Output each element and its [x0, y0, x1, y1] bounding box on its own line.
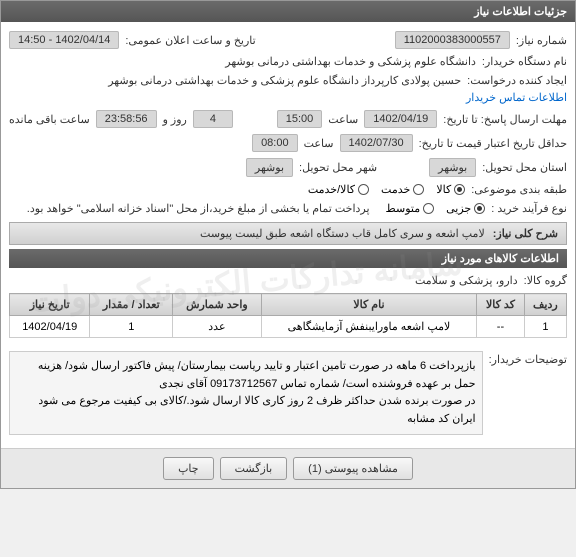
- announce-label: تاریخ و ساعت اعلان عمومی:: [125, 34, 255, 47]
- row-need-number: شماره نیاز: 1102000383000557 تاریخ و ساع…: [9, 28, 567, 52]
- panel-content: شماره نیاز: 1102000383000557 تاریخ و ساع…: [1, 22, 575, 448]
- th-date: تاریخ نیاز: [10, 294, 90, 316]
- row-process: نوع فرآیند خرید : جزیی متوسط پرداخت تمام…: [9, 199, 567, 218]
- remaining-time: 23:58:56: [96, 110, 157, 128]
- row-category: طبقه بندی موضوعی: کالا خدمت کالا/خدمت: [9, 180, 567, 199]
- td-date: 1402/04/19: [10, 316, 90, 338]
- validity-date: 1402/07/30: [340, 134, 413, 152]
- button-row: مشاهده پیوستی (1) بازگشت چاپ: [1, 448, 575, 488]
- td-name: لامپ اشعه ماورایبنفش آزمایشگاهی: [261, 316, 476, 338]
- announce-value: 1402/04/14 - 14:50: [9, 31, 119, 49]
- city-label: شهر محل تحویل:: [299, 161, 377, 174]
- radio-medium[interactable]: متوسط: [386, 202, 435, 215]
- td-unit: عدد: [173, 316, 262, 338]
- row-location: استان محل تحویل: بوشهر شهر محل تحویل: بو…: [9, 155, 567, 180]
- category-radio-group: کالا خدمت کالا/خدمت: [308, 183, 465, 196]
- buyer-notes-label: توضیحات خریدار:: [489, 347, 567, 366]
- category-label: طبقه بندی موضوعی:: [471, 183, 567, 196]
- creator-value: حسین پولادی کارپرداز دانشگاه علوم پزشکی …: [108, 74, 461, 87]
- print-button[interactable]: چاپ: [163, 457, 214, 480]
- time-label-2: ساعت: [304, 137, 334, 150]
- td-code: --: [477, 316, 525, 338]
- remaining-label: ساعت باقی مانده: [9, 113, 90, 126]
- radio-minor-label: جزیی: [446, 202, 471, 215]
- creator-label: ایجاد کننده درخواست:: [467, 74, 567, 87]
- validity-label: حداقل تاریخ اعتبار قیمت تا تاریخ:: [419, 137, 567, 150]
- radio-goods[interactable]: کالا: [436, 183, 465, 196]
- items-section-title: اطلاعات کالاهای مورد نیاز: [9, 249, 567, 268]
- need-number-label: شماره نیاز:: [516, 34, 567, 47]
- radio-goods-service[interactable]: کالا/خدمت: [308, 183, 369, 196]
- table-header-row: ردیف کد کالا نام کالا واحد شمارش تعداد /…: [10, 294, 567, 316]
- need-number-value: 1102000383000557: [395, 31, 510, 49]
- buyer-label: نام دستگاه خریدار:: [482, 55, 567, 68]
- table-row: 1 -- لامپ اشعه ماورایبنفش آزمایشگاهی عدد…: [10, 316, 567, 338]
- radio-icon: [358, 184, 369, 195]
- row-buyer-notes: توضیحات خریدار: بازپرداخت 6 ماهه در صورت…: [9, 344, 567, 442]
- th-code: کد کالا: [477, 294, 525, 316]
- group-value: دارو، پزشکی و سلامت: [415, 274, 518, 287]
- radio-medium-label: متوسط: [386, 202, 421, 215]
- deadline-label: مهلت ارسال پاسخ: تا تاریخ:: [443, 113, 567, 126]
- buyer-value: دانشگاه علوم پزشکی و خدمات بهداشتی درمان…: [225, 55, 476, 68]
- process-label: نوع فرآیند خرید :: [491, 202, 567, 215]
- row-group: گروه کالا: دارو، پزشکی و سلامت سامانه تد…: [9, 268, 567, 293]
- td-qty: 1: [90, 316, 173, 338]
- contact-link[interactable]: اطلاعات تماس خریدار: [466, 91, 567, 104]
- deadline-date: 1402/04/19: [364, 110, 437, 128]
- radio-minor[interactable]: جزیی: [446, 202, 485, 215]
- radio-icon: [413, 184, 424, 195]
- need-desc-value: لامپ اشعه و سری کامل قاب دستگاه اشعه طبق…: [200, 227, 485, 240]
- th-name: نام کالا: [261, 294, 476, 316]
- city-value: بوشهر: [246, 158, 293, 177]
- province-label: استان محل تحویل:: [482, 161, 567, 174]
- th-qty: تعداد / مقدار: [90, 294, 173, 316]
- days-count: 4: [193, 110, 233, 128]
- panel-title: جزئیات اطلاعات نیاز: [1, 1, 575, 22]
- radio-service[interactable]: خدمت: [381, 183, 424, 196]
- days-label: روز و: [163, 113, 187, 126]
- radio-icon: [423, 203, 434, 214]
- row-validity: حداقل تاریخ اعتبار قیمت تا تاریخ: 1402/0…: [9, 131, 567, 155]
- row-deadline: مهلت ارسال پاسخ: تا تاریخ: 1402/04/19 سا…: [9, 107, 567, 131]
- items-table: ردیف کد کالا نام کالا واحد شمارش تعداد /…: [9, 293, 567, 338]
- need-desc-bar: شرح کلی نیاز: لامپ اشعه و سری کامل قاب د…: [9, 222, 567, 245]
- buyer-notes-text: بازپرداخت 6 ماهه در صورت تامین اعتبار و …: [9, 351, 483, 435]
- td-index: 1: [524, 316, 566, 338]
- row-creator: ایجاد کننده درخواست: حسین پولادی کارپردا…: [9, 71, 567, 107]
- radio-goods-label: کالا: [436, 183, 451, 196]
- radio-service-label: خدمت: [381, 183, 410, 196]
- th-unit: واحد شمارش: [173, 294, 262, 316]
- process-note: پرداخت تمام یا بخشی از مبلغ خرید،از محل …: [27, 202, 370, 215]
- radio-icon: [474, 203, 485, 214]
- back-button[interactable]: بازگشت: [220, 457, 288, 480]
- radio-icon: [454, 184, 465, 195]
- group-label: گروه کالا:: [524, 274, 567, 287]
- validity-time: 08:00: [252, 134, 298, 152]
- th-index: ردیف: [524, 294, 566, 316]
- radio-goods-service-label: کالا/خدمت: [308, 183, 355, 196]
- process-radio-group: جزیی متوسط: [386, 202, 486, 215]
- deadline-time: 15:00: [277, 110, 323, 128]
- province-value: بوشهر: [429, 158, 476, 177]
- row-buyer: نام دستگاه خریدار: دانشگاه علوم پزشکی و …: [9, 52, 567, 71]
- details-panel: جزئیات اطلاعات نیاز شماره نیاز: 11020003…: [0, 0, 576, 489]
- time-label-1: ساعت: [328, 113, 358, 126]
- attachments-button[interactable]: مشاهده پیوستی (1): [293, 457, 413, 480]
- need-desc-label: شرح کلی نیاز:: [493, 227, 558, 240]
